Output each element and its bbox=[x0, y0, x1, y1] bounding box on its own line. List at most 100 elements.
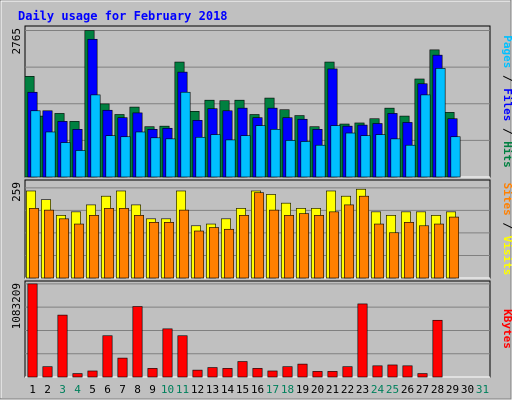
visits-bar-sites bbox=[179, 209, 189, 279]
x-tick-label: 17 bbox=[266, 383, 279, 396]
visits-bar-sites bbox=[389, 232, 399, 279]
hits-bar-pages bbox=[360, 135, 371, 178]
hits-bar-pages bbox=[330, 125, 341, 178]
visits-bar-sites bbox=[239, 215, 249, 279]
kbytes-plot-area bbox=[24, 280, 491, 378]
hits-bar-pages bbox=[45, 131, 56, 178]
kbytes-bar-kbytes bbox=[177, 335, 188, 378]
hits-bar-pages bbox=[375, 134, 386, 178]
visits-bar-sites bbox=[404, 222, 414, 279]
chart-title: Daily usage for February 2018 bbox=[18, 9, 228, 23]
x-tick-label: 24 bbox=[371, 383, 385, 396]
kbytes-bar-kbytes bbox=[402, 365, 413, 378]
x-tick-label: 18 bbox=[281, 383, 294, 396]
visits-ymax-label: 259 bbox=[10, 182, 23, 202]
x-tick-label: 7 bbox=[119, 383, 126, 396]
hits-bar-pages bbox=[345, 132, 356, 178]
kbytes-bar-kbytes bbox=[222, 368, 233, 378]
kbytes-bar-kbytes bbox=[267, 370, 278, 378]
hits-right-label: Pages / Files / Hits bbox=[501, 35, 512, 168]
visits-panel: 259 bbox=[10, 179, 491, 279]
kbytes-bar-kbytes bbox=[72, 373, 83, 378]
x-tick-label: 23 bbox=[356, 383, 369, 396]
kbytes-bar-kbytes bbox=[102, 335, 113, 378]
kbytes-bar-kbytes bbox=[57, 314, 68, 378]
hits-bar-pages bbox=[195, 136, 206, 178]
hits-bar-pages bbox=[60, 142, 71, 178]
x-tick-label: 8 bbox=[134, 383, 141, 396]
visits-bar-sites bbox=[209, 227, 219, 279]
x-tick-label: 4 bbox=[74, 383, 81, 396]
kbytes-bar-kbytes bbox=[372, 365, 383, 378]
x-tick-label: 29 bbox=[446, 383, 459, 396]
x-tick-label: 21 bbox=[326, 383, 339, 396]
hits-bar-pages bbox=[435, 68, 446, 178]
visits-bar-sites bbox=[224, 228, 234, 279]
hits-bar-pages bbox=[75, 150, 86, 178]
kbytes-right-label: KBytes bbox=[501, 309, 512, 349]
visits-bar-sites bbox=[29, 208, 39, 279]
kbytes-bar-kbytes bbox=[87, 370, 98, 378]
visits-bar-sites bbox=[329, 211, 339, 279]
visits-bar-sites bbox=[449, 216, 459, 279]
hits-bar-pages bbox=[405, 144, 416, 178]
kbytes-bar-kbytes bbox=[147, 368, 158, 378]
hits-bar-pages bbox=[270, 129, 281, 178]
x-tick-label: 16 bbox=[251, 383, 264, 396]
visits-bar-sites bbox=[359, 195, 369, 279]
visits-bar-sites bbox=[44, 209, 54, 279]
hits-bar-pages bbox=[90, 94, 101, 178]
kbytes-bar-kbytes bbox=[327, 371, 338, 378]
x-tick-label: 22 bbox=[341, 383, 354, 396]
visits-bar-sites bbox=[299, 213, 309, 279]
kbytes-bar-kbytes bbox=[117, 357, 128, 378]
hits-bar-pages bbox=[225, 139, 236, 178]
kbytes-bar-kbytes bbox=[27, 283, 38, 378]
visits-bar-sites bbox=[194, 230, 204, 279]
kbytes-bar-kbytes bbox=[132, 306, 143, 378]
x-tick-label: 26 bbox=[401, 383, 414, 396]
x-tick-label: 3 bbox=[59, 383, 66, 396]
x-tick-label: 5 bbox=[89, 383, 96, 396]
visits-bar-sites bbox=[119, 208, 129, 279]
kbytes-ymax-label: 1083209 bbox=[10, 283, 23, 329]
hits-bar-pages bbox=[285, 140, 296, 178]
hits-bar-pages bbox=[120, 136, 131, 178]
kbytes-panel: 1083209 bbox=[10, 280, 491, 378]
hits-bar-pages bbox=[30, 110, 41, 178]
kbytes-bar-kbytes bbox=[432, 319, 443, 378]
hits-bar-pages bbox=[180, 91, 191, 178]
visits-bar-sites bbox=[134, 215, 144, 279]
visits-bar-sites bbox=[164, 222, 174, 279]
hits-bar-pages bbox=[450, 136, 461, 178]
hits-bar-pages bbox=[240, 135, 251, 178]
kbytes-bar-kbytes bbox=[192, 369, 203, 378]
x-tick-label: 25 bbox=[386, 383, 399, 396]
visits-bar-sites bbox=[374, 223, 384, 279]
kbytes-bar-kbytes bbox=[42, 366, 53, 378]
kbytes-bar-kbytes bbox=[342, 366, 353, 378]
visits-bar-sites bbox=[419, 225, 429, 279]
visits-bar-sites bbox=[344, 204, 354, 279]
hits-bar-pages bbox=[315, 144, 326, 178]
x-tick-label: 19 bbox=[296, 383, 309, 396]
kbytes-bar-kbytes bbox=[312, 371, 323, 378]
kbytes-bar-kbytes bbox=[417, 373, 428, 378]
x-tick-label: 2 bbox=[44, 383, 51, 396]
hits-bar-pages bbox=[165, 138, 176, 178]
hits-ymax-label: 2765 bbox=[10, 28, 23, 55]
kbytes-bar-kbytes bbox=[387, 364, 398, 378]
kbytes-bar-kbytes bbox=[162, 328, 173, 378]
visits-bar-sites bbox=[89, 215, 99, 279]
hits-bar-pages bbox=[300, 141, 311, 178]
x-tick-label: 10 bbox=[161, 383, 174, 396]
visits-right-label: Sites / Visits bbox=[501, 183, 512, 276]
visits-bar-sites bbox=[59, 218, 69, 279]
visits-bar-sites bbox=[74, 223, 84, 279]
visits-bar-sites bbox=[284, 215, 294, 279]
x-tick-label: 28 bbox=[431, 383, 444, 396]
visits-bar-sites bbox=[269, 209, 279, 279]
x-tick-label: 15 bbox=[236, 383, 249, 396]
visits-bar-sites bbox=[254, 192, 264, 279]
